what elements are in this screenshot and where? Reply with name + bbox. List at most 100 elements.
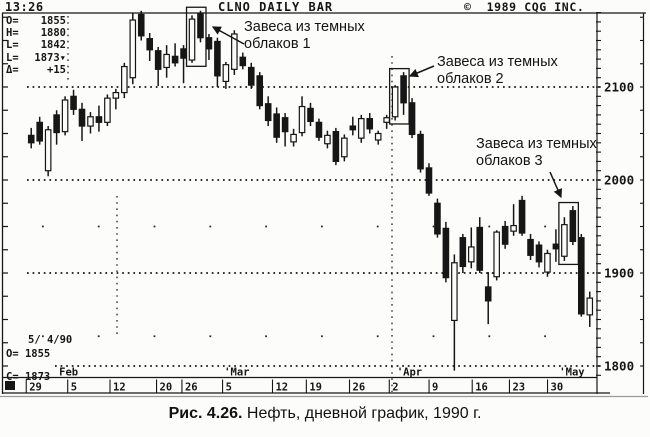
candle-body	[298, 105, 306, 134]
candle-body	[315, 121, 323, 138]
date-row-marker	[5, 381, 15, 390]
x-tick-label: 26	[185, 382, 198, 394]
price-label: 1900	[604, 266, 634, 281]
annotation-arrow	[549, 171, 562, 199]
candle-body	[374, 132, 382, 141]
candle-body	[121, 65, 128, 94]
chart-title: CLNO DAILY BAR	[218, 0, 334, 14]
candle-body	[391, 86, 399, 118]
quote-high-value: 1880	[40, 27, 66, 40]
candle-body	[61, 99, 69, 133]
candle-body	[417, 133, 424, 170]
x-tick-label: 12	[113, 382, 126, 394]
quote-high-row: H= 1880	[6, 27, 66, 39]
candle-body	[112, 91, 120, 99]
candle-body	[214, 40, 221, 77]
x-tick-label: 23	[512, 382, 525, 394]
candle-body	[552, 243, 560, 250]
annotation-line: Завеса из темных	[244, 19, 365, 35]
candle-body	[36, 121, 43, 142]
x-tick-label: 5	[71, 382, 77, 394]
candle-body	[281, 117, 289, 133]
quote-open-value: 1855	[40, 15, 66, 27]
quote-low-row: L= 1842	[6, 39, 66, 51]
candle-body	[459, 237, 467, 268]
annotation-arrow	[211, 26, 245, 45]
candle-body	[578, 237, 585, 315]
quote-last-row: L= 1873▾	[6, 52, 66, 64]
candle-body	[561, 224, 568, 257]
figure-number: Рис. 4.26.	[168, 405, 243, 422]
quote-open-row: O= 1855	[6, 15, 66, 27]
quote-open-label: O=	[6, 15, 19, 27]
x-tick-label: 16	[475, 382, 488, 394]
quote-change-value: +15	[47, 63, 66, 76]
annotation-line: Завеса из темных	[476, 136, 597, 152]
price-label: 1800	[604, 359, 634, 374]
copyright-notice: © 1989 CQG INC.	[464, 0, 585, 14]
x-tick-label: 2	[392, 382, 398, 394]
x-tick-label: 30	[551, 382, 564, 394]
candle-body	[70, 95, 77, 110]
x-tick-label: 12	[275, 382, 288, 394]
candle-body	[231, 33, 238, 70]
x-tick-label: 9	[432, 382, 438, 394]
annotation-line: облаков 3	[476, 152, 543, 169]
candle-body	[273, 113, 280, 138]
candle-body	[205, 37, 213, 50]
candle-body	[188, 18, 196, 61]
candle-body	[366, 118, 374, 130]
candle-body	[586, 297, 594, 316]
candle-body	[171, 55, 179, 64]
session-close: C= 1873	[6, 371, 51, 383]
candle-body	[493, 231, 500, 278]
candle-body	[544, 252, 551, 273]
candle-body	[501, 225, 509, 245]
pattern-box	[388, 67, 410, 125]
price-label: 2000	[604, 173, 634, 188]
figure-caption-text: Нефть, дневной график, 1990 г.	[242, 405, 482, 422]
x-tick-label: 5	[226, 382, 232, 394]
candle-body	[163, 53, 170, 69]
annotation-dark-cloud-2: Завеса из темных облаков 2	[437, 54, 558, 87]
candle-body	[53, 114, 60, 134]
candle-body	[104, 97, 111, 123]
candle-body	[425, 167, 433, 194]
candle-body	[341, 137, 348, 158]
candle-body	[408, 102, 416, 136]
session-date: 5/ 4/90	[28, 334, 73, 346]
quote-low-value: 1842	[40, 39, 66, 52]
terminal-clock: 13:26	[5, 0, 44, 14]
candle-body	[467, 246, 475, 263]
month-label: 'Apr	[397, 367, 422, 379]
candle-body	[569, 210, 577, 242]
candle-body	[451, 262, 458, 322]
quote-last-label: L=	[6, 51, 19, 64]
candle-body	[95, 116, 103, 123]
candle-body	[222, 64, 230, 83]
candle-body	[154, 50, 162, 70]
candle-body	[332, 131, 340, 162]
candle-body	[44, 129, 52, 172]
candle-body	[442, 227, 450, 279]
candle-body	[27, 134, 35, 144]
candle-body	[146, 38, 154, 51]
quote-change-row: Δ= +15	[6, 64, 66, 76]
candle-body	[400, 75, 407, 104]
candle-body	[137, 13, 145, 37]
candle-body	[484, 286, 492, 302]
annotation-dark-cloud-3: Завеса из темных облаков 3	[476, 136, 597, 169]
x-tick-label: 20	[160, 382, 173, 394]
candle-body	[518, 199, 526, 234]
annotation-arrow	[408, 65, 435, 78]
candle-body	[129, 19, 137, 79]
pattern-box	[558, 201, 579, 266]
candle-body	[239, 56, 247, 67]
candle-body	[78, 108, 86, 127]
candle-body	[535, 244, 543, 263]
month-label: 'Mar	[224, 367, 249, 379]
annotation-line: Завеса из темных	[437, 54, 558, 70]
candle-body	[527, 238, 534, 256]
